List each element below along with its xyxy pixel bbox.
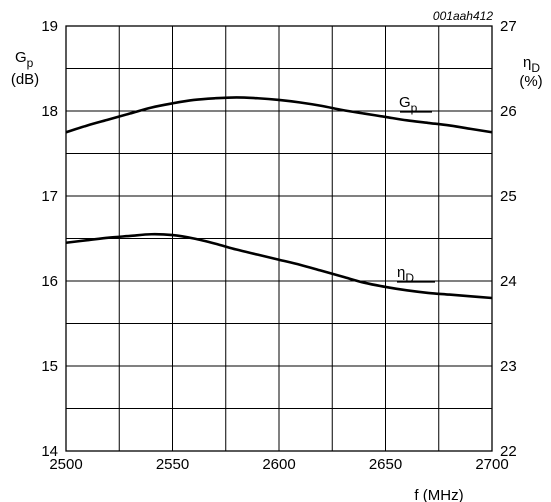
y-left-label-symbol: G	[15, 49, 27, 66]
y-left-tick-label: 16	[41, 273, 58, 290]
series-line-0	[65, 96, 493, 134]
y-right-tick-label: 24	[500, 273, 517, 290]
y-left-axis-unit: (dB)	[11, 71, 39, 88]
y-right-axis-unit: (%)	[519, 73, 542, 90]
series-label-etad-symbol: η	[397, 264, 405, 281]
y-right-tick-label: 26	[500, 103, 517, 120]
x-tick-label: 2650	[369, 456, 402, 473]
x-tick-label: 2600	[262, 456, 295, 473]
y-left-label-subscript: p	[27, 56, 34, 70]
y-left-axis-label: Gp	[15, 49, 34, 70]
series-label-gp: Gp	[399, 94, 418, 115]
series-line-1	[65, 232, 493, 300]
y-right-tick-label: 27	[500, 18, 517, 35]
series-label-etad-subscript: D	[405, 271, 414, 285]
y-left-tick-label: 18	[41, 103, 58, 120]
y-left-tick-label: 19	[41, 18, 58, 35]
y-right-tick-label: 22	[500, 443, 517, 460]
y-right-tick-label: 23	[500, 358, 517, 375]
x-tick-label: 2700	[475, 456, 508, 473]
y-left-tick-label: 14	[41, 443, 58, 460]
series-label-gp-symbol: G	[399, 94, 411, 111]
y-right-axis-label: ηD	[523, 54, 540, 75]
y-left-tick-label: 15	[41, 358, 58, 375]
series-lines	[65, 96, 493, 300]
x-axis-label: f (MHz)	[414, 487, 463, 502]
y-right-label-symbol: η	[523, 54, 531, 71]
plot-frame	[65, 25, 493, 452]
grid	[66, 26, 492, 451]
x-tick-label: 2550	[156, 456, 189, 473]
y-left-tick-label: 17	[41, 188, 58, 205]
series-label-etad: ηD	[397, 264, 414, 285]
figure-code: 001aah412	[433, 9, 493, 23]
y-right-label-subscript: D	[531, 61, 540, 75]
y-right-tick-label: 25	[500, 188, 517, 205]
axis-labels: 14 15 16 17 18 19 22 23 24 25 26 27 2500 2550 2600 2650…	[41, 18, 516, 473]
x-tick-label: 2500	[49, 456, 82, 473]
series-label-gp-subscript: p	[411, 101, 418, 115]
